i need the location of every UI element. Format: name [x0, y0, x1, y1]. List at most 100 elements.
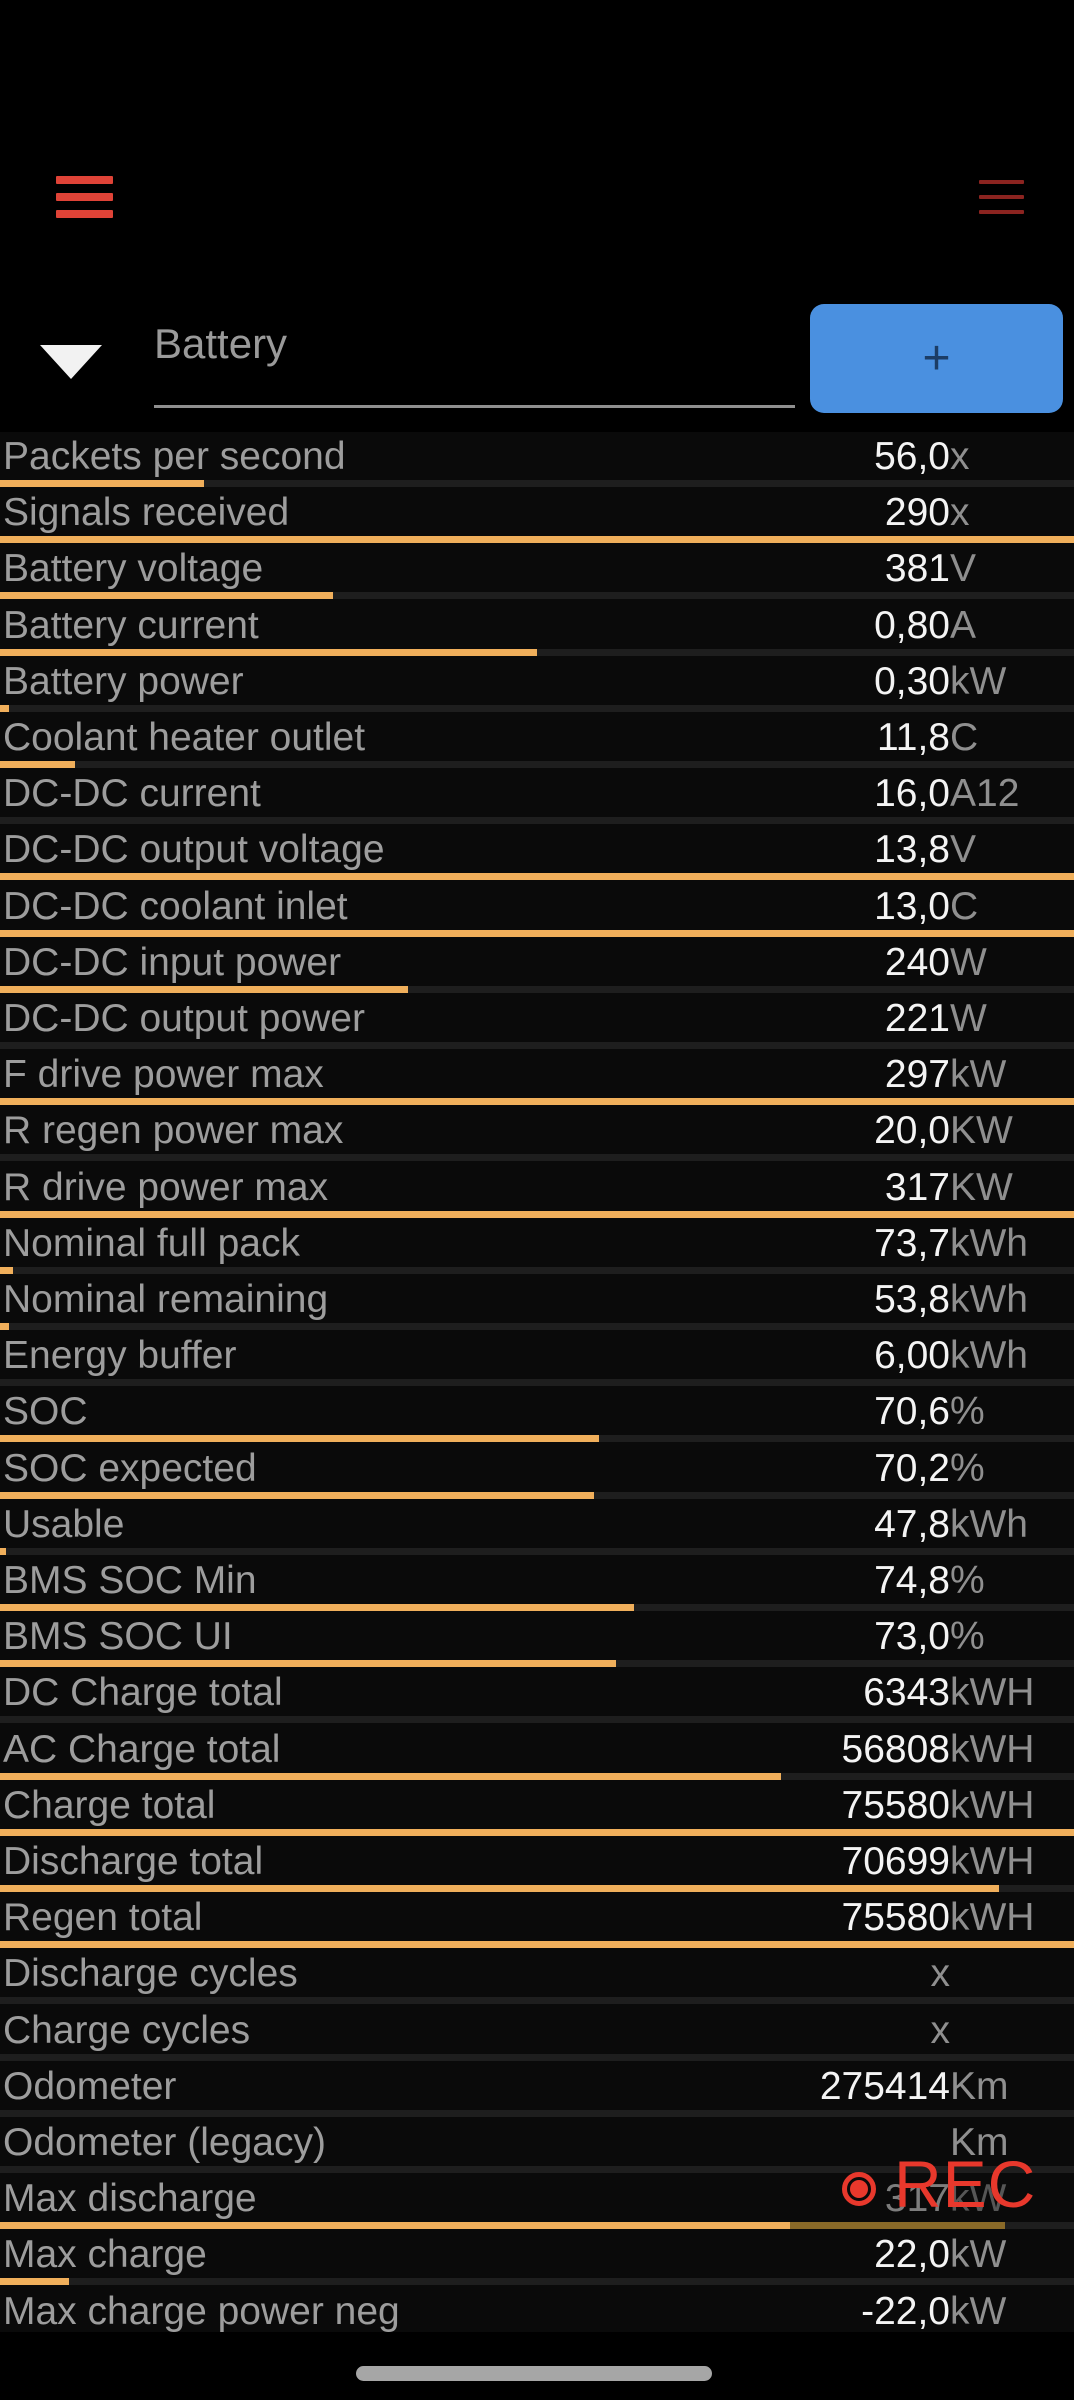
overflow-menu-icon[interactable]	[979, 180, 1024, 218]
data-row[interactable]: Regen total 75580 kWH	[0, 1893, 1074, 1950]
row-bar-fill	[0, 985, 408, 993]
data-row[interactable]: Signals received 290 x	[0, 488, 1074, 545]
data-row[interactable]: DC-DC input power 240 W	[0, 937, 1074, 994]
row-bar-fill	[0, 1435, 599, 1443]
row-label: SOC expected	[3, 1446, 257, 1490]
row-label: Battery power	[3, 659, 244, 703]
row-value: 297	[884, 1053, 950, 1097]
data-row[interactable]: Odometer (legacy) Km	[0, 2118, 1074, 2175]
home-indicator[interactable]	[356, 2366, 712, 2381]
row-bar-track	[0, 1323, 1074, 1330]
data-row[interactable]: SOC expected 70,2%	[0, 1443, 1074, 1500]
row-label: Battery current	[3, 603, 259, 647]
row-value: 73,0	[874, 1615, 950, 1659]
row-label: Regen total	[3, 1896, 203, 1940]
data-row[interactable]: Nominal full pack 73,7 kWh	[0, 1218, 1074, 1275]
row-unit: kWH	[950, 1840, 1035, 1883]
row-bar-track	[0, 1435, 1074, 1443]
data-row[interactable]: Charge total 75580 kWH	[0, 1780, 1074, 1837]
row-value: 11,8	[876, 716, 950, 759]
row-unit: C	[950, 716, 979, 759]
row-unit: kWH	[950, 1783, 1035, 1827]
data-row[interactable]: Coolant heater outlet 11,8 C	[0, 713, 1074, 770]
chevron-down-icon[interactable]	[40, 345, 102, 379]
data-row[interactable]: DC Charge total 6343 kWH	[0, 1668, 1074, 1725]
data-row[interactable]: Max charge 22,0 kW	[0, 2230, 1074, 2287]
row-bar-fill	[0, 536, 1074, 544]
data-row[interactable]: DC-DC output power 221 W	[0, 994, 1074, 1051]
data-row[interactable]: Packets per second 56,0 x	[0, 432, 1074, 489]
data-row[interactable]: Max discharge 317 kW	[0, 2174, 1074, 2231]
row-label: R drive power max	[3, 1165, 329, 1209]
row-bar-fill	[0, 1885, 999, 1892]
data-row[interactable]: DC-DC coolant inlet 13,0 C	[0, 881, 1074, 938]
data-row[interactable]: DC-DC current 16,0 A12	[0, 769, 1074, 826]
data-row[interactable]: R regen power max 20,0 KW	[0, 1106, 1074, 1163]
data-row[interactable]: Nominal remaining 53,8 kWh	[0, 1275, 1074, 1332]
row-unit: V	[950, 828, 977, 872]
data-row[interactable]: Odometer 275414 Km	[0, 2061, 1074, 2118]
row-bar-fill	[0, 1098, 1074, 1106]
data-row[interactable]: SOC 70,6%	[0, 1387, 1074, 1444]
row-label: BMS SOC Min	[3, 1559, 257, 1602]
row-label: SOC	[3, 1390, 88, 1434]
data-row[interactable]: Energy buffer 6,00 kWh	[0, 1331, 1074, 1388]
row-bar-track	[0, 592, 1074, 600]
category-dropdown[interactable]: Battery	[154, 320, 288, 367]
data-row[interactable]: Max charge power neg -22,0 kW	[0, 2286, 1074, 2332]
row-value: 13,0	[874, 884, 950, 928]
row-value: 0,80	[874, 603, 950, 647]
data-row[interactable]: DC-DC output voltage 13,8 V	[0, 825, 1074, 882]
row-bar-fill	[0, 1828, 1074, 1836]
data-row[interactable]: Discharge total 70699 kWH	[0, 1837, 1074, 1894]
data-row[interactable]: Battery voltage 381 V	[0, 544, 1074, 601]
row-bar-track	[0, 1660, 1074, 1668]
row-bar-fill	[0, 1323, 9, 1330]
data-row[interactable]: BMS SOC Min 74,8%	[0, 1556, 1074, 1613]
row-label: Odometer (legacy)	[3, 2121, 326, 2164]
data-row[interactable]: Battery current 0,80 A	[0, 600, 1074, 657]
row-bar-track	[0, 1885, 1074, 1892]
row-unit: C	[950, 884, 979, 928]
row-bar-track	[0, 1042, 1074, 1049]
row-bar-fill	[0, 592, 333, 600]
row-bar-track	[0, 536, 1074, 544]
hamburger-bar	[56, 193, 113, 201]
data-row[interactable]: AC Charge total 56808 kWH	[0, 1724, 1074, 1781]
row-bar-fill	[0, 704, 9, 712]
row-bar-track	[0, 1997, 1074, 2005]
row-value: 56,0	[874, 435, 950, 478]
data-row[interactable]: BMS SOC UI 73,0%	[0, 1612, 1074, 1669]
record-dot-icon	[842, 2172, 876, 2206]
hamburger-bar	[979, 195, 1024, 199]
data-row[interactable]: F drive power max 297 kW	[0, 1050, 1074, 1107]
row-bar-track	[0, 873, 1074, 881]
row-value: x	[930, 2008, 951, 2052]
rec-label: REC	[894, 2147, 1037, 2221]
data-row[interactable]: Discharge cycles x	[0, 1949, 1074, 2006]
row-label: R regen power max	[3, 1109, 344, 1153]
row-label: Packets per second	[3, 435, 346, 478]
row-value: 381	[884, 547, 950, 591]
row-bar-track	[0, 704, 1074, 712]
row-bar-fill	[0, 1941, 1074, 1949]
row-label: F drive power max	[3, 1053, 324, 1097]
data-row[interactable]: Usable 47,8 kWh	[0, 1499, 1074, 1556]
row-unit: %	[950, 1615, 985, 1659]
row-value: 73,7	[874, 1221, 950, 1265]
row-label: Discharge total	[3, 1840, 264, 1883]
menu-icon[interactable]	[56, 176, 113, 222]
row-bar-track	[0, 761, 1074, 768]
row-unit: kW	[950, 2233, 1007, 2277]
rec-indicator[interactable]: REC	[838, 2146, 1074, 2236]
row-unit: A12	[950, 772, 1020, 816]
row-value: 53,8	[874, 1278, 950, 1321]
data-row[interactable]: Battery power 0,30 kW	[0, 656, 1074, 713]
hamburger-bar	[979, 210, 1024, 214]
row-unit: kWh	[950, 1278, 1028, 1321]
add-tab-button[interactable]: +	[810, 304, 1063, 413]
data-row[interactable]: Charge cycles x	[0, 2005, 1074, 2062]
data-row[interactable]: R drive power max 317 KW	[0, 1162, 1074, 1219]
row-bar-track	[0, 1828, 1074, 1836]
